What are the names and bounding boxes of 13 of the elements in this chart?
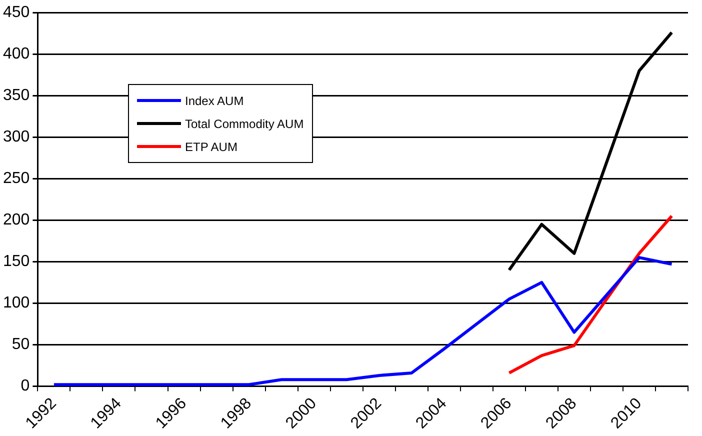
legend-label: ETP AUM — [185, 140, 238, 154]
y-tick-label: 150 — [2, 253, 30, 270]
y-tick-label: 300 — [2, 128, 30, 146]
y-tick-label: 350 — [2, 87, 30, 104]
legend-label: Index AUM — [185, 94, 244, 108]
legend-label: Total Commodity AUM — [185, 116, 304, 130]
y-tick-label: 200 — [2, 212, 30, 229]
y-tick-label: 0 — [20, 378, 30, 395]
y-tick-label: 450 — [2, 4, 30, 22]
y-tick-label: 250 — [2, 170, 30, 188]
y-tick-label: 100 — [2, 294, 30, 312]
y-tick-label: 50 — [12, 336, 30, 354]
y-tick-label: 400 — [2, 46, 30, 63]
